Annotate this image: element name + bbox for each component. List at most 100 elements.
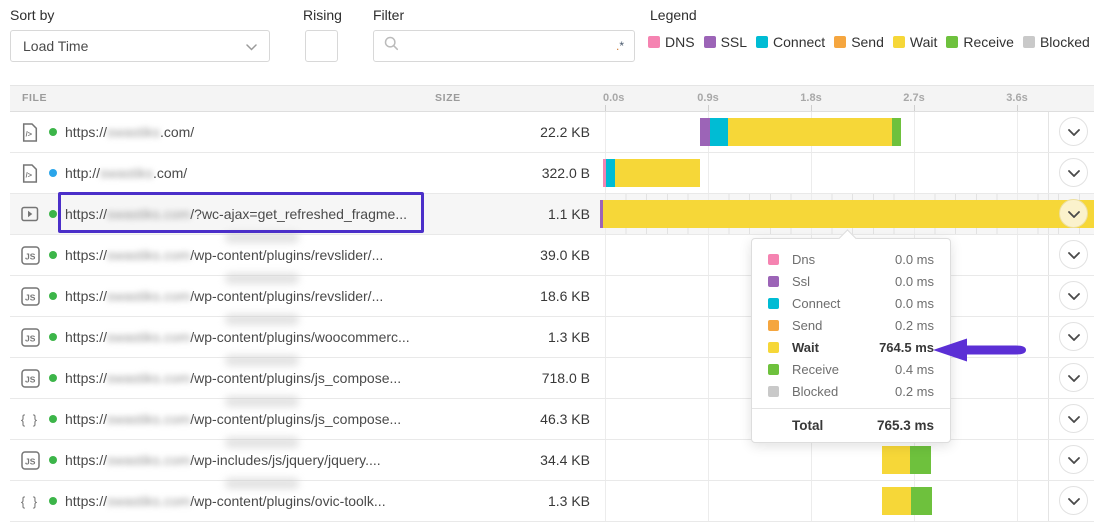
timeline-gridline xyxy=(1017,317,1018,357)
expand-chevron-button[interactable] xyxy=(1059,363,1088,392)
timeline-gridline xyxy=(708,153,709,193)
url-blurred-domain: swastiks.com xyxy=(107,329,191,345)
status-dot xyxy=(49,497,57,505)
tooltip-swatch xyxy=(768,253,779,265)
braces-icon: { } xyxy=(20,493,40,509)
filter-input[interactable] xyxy=(407,37,608,55)
tooltip-total-label: Total xyxy=(792,418,824,433)
timeline-gridline xyxy=(1048,153,1049,193)
status-dot xyxy=(49,415,57,423)
waterfall-segment-ssl[interactable] xyxy=(600,200,603,228)
url-blurred-domain: swastiks.com xyxy=(107,247,191,263)
waterfall-segment-wait[interactable] xyxy=(615,159,700,187)
legend-item: Receive xyxy=(946,34,1014,50)
waterfall-segment-ssl[interactable] xyxy=(700,118,710,146)
table-row[interactable]: /> https://swastiks.com/22.2 KB xyxy=(10,112,1094,153)
expand-chevron-button[interactable] xyxy=(1059,322,1088,351)
timeline-tick-mark xyxy=(811,105,812,111)
waterfall-segment-wait[interactable] xyxy=(603,200,1094,228)
waterfall-segment-connect[interactable] xyxy=(606,159,615,187)
table-row[interactable]: JS https://swastiks.com/wp-includes/js/jq… xyxy=(10,437,1094,481)
tooltip-swatch xyxy=(768,319,779,331)
chevron-down-icon xyxy=(1067,328,1080,346)
legend-item: Send xyxy=(834,34,884,50)
blur-smudge xyxy=(225,273,299,284)
legend-items: DNS SSL Connect Send Wait Receive Blocked xyxy=(648,34,1090,50)
timeline-gridline xyxy=(1017,112,1018,152)
status-dot xyxy=(49,210,57,218)
tooltip-item-label: Ssl xyxy=(792,273,811,289)
svg-text:JS: JS xyxy=(25,333,36,343)
waterfall-segment-receive[interactable] xyxy=(911,487,932,515)
chevron-down-icon xyxy=(1067,123,1080,141)
tooltip-item: Wait 764.5 ms xyxy=(752,336,950,358)
waterfall-segment-wait[interactable] xyxy=(882,446,910,474)
legend-swatch xyxy=(892,36,905,48)
legend-swatch xyxy=(756,36,769,48)
legend-swatch xyxy=(1022,36,1035,48)
status-dot xyxy=(49,374,57,382)
file-size: 1.3 KB xyxy=(547,493,590,509)
status-dot xyxy=(49,456,57,464)
timeline-gridline xyxy=(1017,399,1018,439)
waterfall-segment-wait[interactable] xyxy=(882,487,911,515)
blur-smudge xyxy=(225,232,299,243)
file-url: https://swastiks.com/wp-content/plugins/… xyxy=(65,411,402,427)
table-row[interactable]: /> http://swastiks.com/322.0 B xyxy=(10,153,1094,194)
timeline-gridline xyxy=(1048,358,1049,398)
expand-chevron-button[interactable] xyxy=(1059,404,1088,433)
expand-chevron-button[interactable] xyxy=(1059,281,1088,310)
timeline-gridline xyxy=(605,440,606,480)
timeline-gridline xyxy=(605,317,606,357)
waterfall-segment-receive[interactable] xyxy=(892,118,901,146)
svg-text:JS: JS xyxy=(25,456,36,466)
expand-chevron-button[interactable] xyxy=(1059,117,1088,146)
table-body: /> https://swastiks.com/22.2 KB /> http://s… xyxy=(10,112,1094,522)
waterfall-segment-connect[interactable] xyxy=(710,118,728,146)
tooltip-swatch xyxy=(768,297,779,309)
tooltip-item-label: Receive xyxy=(792,361,839,377)
timeline-tick-mark xyxy=(914,105,915,111)
sort-by-label: Sort by xyxy=(10,7,55,23)
tooltip-item: Ssl 0.0 ms xyxy=(752,270,950,292)
table-row[interactable]: https://swastiks.com/?wc-ajax=get_refres… xyxy=(10,192,1094,235)
expand-chevron-button[interactable] xyxy=(1059,240,1088,269)
timeline-tick-mark xyxy=(708,105,709,111)
expand-chevron-button[interactable] xyxy=(1059,199,1088,228)
expand-chevron-button[interactable] xyxy=(1059,158,1088,187)
timeline-gridline xyxy=(1048,317,1049,357)
waterfall-segment-receive[interactable] xyxy=(910,446,931,474)
timeline-gridline xyxy=(1048,112,1049,152)
tooltip-item-label: Connect xyxy=(792,295,841,311)
tooltip-item-value: 0.4 ms xyxy=(894,361,934,377)
timeline-gridline xyxy=(605,112,606,152)
file-url: https://swastiks.com/wp-includes/js/jque… xyxy=(65,452,381,468)
timeline-tick-label: 0.0s xyxy=(603,92,625,104)
rising-checkbox[interactable] xyxy=(305,30,338,62)
waterfall-segment-dns[interactable] xyxy=(603,159,606,187)
js-icon: JS xyxy=(19,358,41,398)
legend-item-label: Blocked xyxy=(1039,34,1090,50)
expand-chevron-button[interactable] xyxy=(1059,486,1088,515)
waterfall-segment-wait[interactable] xyxy=(728,118,892,146)
timeline-gridline xyxy=(811,440,812,480)
table-row[interactable]: { } https://swastiks.com/wp-content/plugi… xyxy=(10,478,1094,522)
file-size: 18.6 KB xyxy=(540,288,590,304)
legend-item-label: Connect xyxy=(773,34,826,50)
tooltip-item: Receive 0.4 ms xyxy=(752,358,950,380)
file-size: 22.2 KB xyxy=(540,124,590,140)
waterfall-table: FILE SIZE 0.0s 0.9s 1.8s 2.7s 3.6s /> https:/… xyxy=(10,85,1094,522)
table-header: FILE SIZE 0.0s 0.9s 1.8s 2.7s 3.6s xyxy=(10,85,1094,112)
url-blurred-domain: swastiks.com xyxy=(107,206,191,222)
timeline-gridline xyxy=(1048,481,1049,521)
status-dot xyxy=(49,333,57,341)
timeline-gridline xyxy=(811,153,812,193)
regex-toggle[interactable]: .* xyxy=(615,39,624,53)
expand-chevron-button[interactable] xyxy=(1059,445,1088,474)
blur-smudge xyxy=(225,437,299,448)
timeline-gridline xyxy=(914,153,915,193)
timeline-gridline xyxy=(708,358,709,398)
sort-by-select[interactable]: Load Time xyxy=(10,30,270,62)
filter-input-wrap: .* xyxy=(373,30,635,62)
timeline-gridline xyxy=(605,276,606,316)
